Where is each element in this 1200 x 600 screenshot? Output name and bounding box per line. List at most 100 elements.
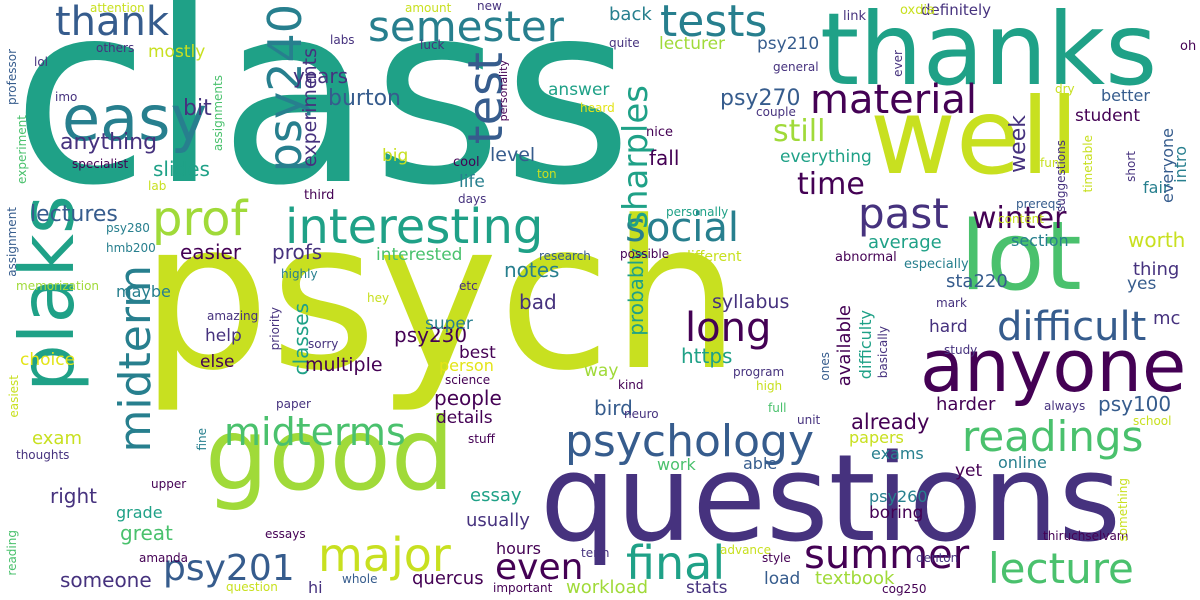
word-short: short xyxy=(1124,151,1138,182)
word-study: study xyxy=(944,343,978,357)
word-nice: nice xyxy=(646,125,673,140)
word-person: person xyxy=(439,356,494,375)
word-big: big xyxy=(382,146,409,166)
word-probably: probably xyxy=(624,248,648,336)
word-still: still xyxy=(773,114,826,149)
word-attention: attention xyxy=(90,1,145,15)
word-easy: easy xyxy=(62,82,208,155)
word-whole: whole xyxy=(342,572,378,586)
word-advance: advance xyxy=(720,543,772,557)
word-third: third xyxy=(304,188,335,203)
word-luck: luck xyxy=(420,38,445,52)
word-notes: notes xyxy=(504,258,560,282)
word-research: research xyxy=(539,249,591,263)
word-thank: thank xyxy=(55,0,170,45)
word-material: material xyxy=(810,77,977,123)
word-ever: ever xyxy=(891,50,905,77)
word-specialist: specialist xyxy=(72,157,129,171)
word-syllabus: syllabus xyxy=(712,291,790,313)
word-couple: couple xyxy=(756,105,796,119)
word-usually: usually xyxy=(466,510,530,531)
word-summer: summer xyxy=(804,532,970,578)
word-boring: boring xyxy=(869,503,924,523)
word-psychology: psychology xyxy=(565,416,815,467)
word-essays: essays xyxy=(265,527,306,541)
word-help: help xyxy=(205,326,242,346)
word-semester: semester xyxy=(368,2,564,51)
word-mostly: mostly xyxy=(148,42,206,62)
word-lot: lot xyxy=(960,202,1082,312)
word-easiest: easiest xyxy=(7,375,21,418)
word-able: able xyxy=(743,454,778,473)
word-style: style xyxy=(762,551,791,565)
word-etc: etc xyxy=(459,279,478,293)
word-bird: bird xyxy=(594,396,633,420)
word-questions: questions xyxy=(540,430,1121,569)
word-definitely: definitely xyxy=(921,1,992,19)
word-stuff: stuff xyxy=(468,432,495,446)
word-long: long xyxy=(685,305,772,351)
word-essay: essay xyxy=(470,485,522,506)
word-available: available xyxy=(834,305,855,387)
word-important: important xyxy=(493,581,553,595)
word-something: something xyxy=(1116,478,1130,542)
word-fall: fall xyxy=(649,146,680,170)
word-thiruchselvam: thiruchselvam xyxy=(1043,529,1129,543)
word-dry: dry xyxy=(1055,82,1075,96)
word-lecture: lecture xyxy=(988,544,1134,593)
word-unit: unit xyxy=(797,413,821,427)
word-even: even xyxy=(495,547,584,588)
word-multiple: multiple xyxy=(305,354,383,376)
word-everyone: everyone xyxy=(1158,128,1177,203)
word-major: major xyxy=(318,528,451,582)
word-term: term xyxy=(581,546,610,560)
word-super: super xyxy=(425,314,473,334)
word-different: different xyxy=(682,249,742,265)
word-psy270: psy270 xyxy=(720,86,801,111)
word-sorry: sorry xyxy=(308,337,339,351)
word-psy201: psy201 xyxy=(163,548,295,589)
word-full: full xyxy=(768,401,787,415)
word-quercus: quercus xyxy=(412,568,484,589)
word-fine: fine xyxy=(195,428,209,451)
word-mc: mc xyxy=(1153,308,1181,329)
word-sharples: sharples xyxy=(616,85,656,229)
word-online: online xyxy=(998,453,1047,472)
word-personality: personality xyxy=(497,60,510,122)
word-science: science xyxy=(445,373,491,387)
word-reading: reading xyxy=(5,530,19,576)
word-timetable: timetable xyxy=(1081,135,1095,193)
word-bad: bad xyxy=(519,290,557,314)
word-assignments: assignments xyxy=(211,75,225,152)
word-new: new xyxy=(477,0,502,13)
word-https: https xyxy=(681,344,733,368)
word-exams: exams xyxy=(871,444,924,463)
word-time: time xyxy=(797,167,865,202)
word-others: others xyxy=(96,41,135,55)
word-fair: fair xyxy=(1143,178,1170,197)
word-right: right xyxy=(50,484,97,508)
word-upper: upper xyxy=(151,477,187,491)
word-program: program xyxy=(733,365,785,379)
word-yes: yes xyxy=(1127,274,1157,294)
word-hours: hours xyxy=(496,539,541,558)
word-possible: possible xyxy=(620,247,670,261)
word-memorization: memorization xyxy=(16,279,100,293)
word-past: past xyxy=(858,189,949,238)
word-great: great xyxy=(120,521,173,545)
word-life: life xyxy=(459,172,485,192)
word-days: days xyxy=(458,192,487,206)
word-lab: lab xyxy=(148,179,167,193)
word-easier: easier xyxy=(180,240,242,264)
word-abnormal: abnormal xyxy=(835,250,897,265)
word-difficult: difficult xyxy=(997,304,1147,350)
word-professor: professor xyxy=(5,49,19,106)
word-exam: exam xyxy=(32,428,82,449)
word-worth: worth xyxy=(1128,228,1186,252)
word-average: average xyxy=(868,232,942,253)
word-class: class xyxy=(12,0,633,240)
word-anyone: anyone xyxy=(920,324,1187,408)
word-kind: kind xyxy=(618,378,644,392)
word-fun: fun xyxy=(1040,156,1060,170)
word-workload: workload xyxy=(566,577,649,598)
